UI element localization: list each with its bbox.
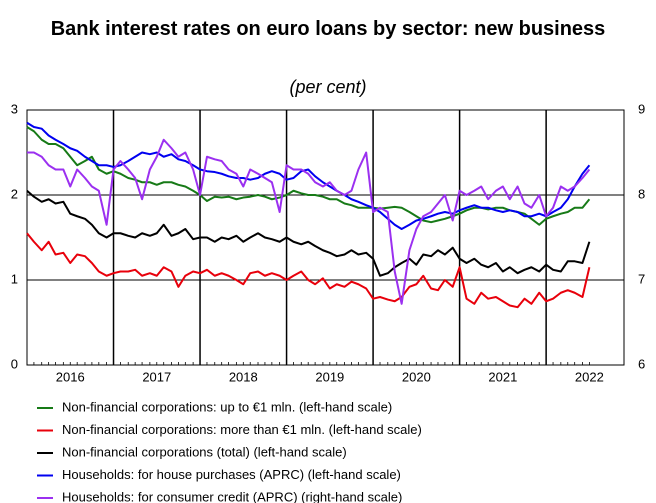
x-tick-label: 2018 bbox=[229, 369, 258, 384]
x-tick-label: 2016 bbox=[56, 369, 85, 384]
y2-tick-label: 9 bbox=[638, 101, 645, 116]
legend-label: Non-financial corporations: more than €1… bbox=[62, 422, 422, 437]
y2-tick-label: 6 bbox=[638, 356, 645, 371]
x-tick-label: 2019 bbox=[315, 369, 344, 384]
series-line bbox=[26, 232, 591, 309]
chart-subtitle: (per cent) bbox=[289, 77, 367, 97]
series-line bbox=[26, 189, 591, 277]
x-tick-label: 2017 bbox=[142, 369, 171, 384]
legend-label: Non-financial corporations: up to €1 mln… bbox=[62, 399, 392, 414]
y-tick-label: 3 bbox=[11, 101, 18, 116]
legend-label: Non-financial corporations (total) (left… bbox=[62, 444, 347, 459]
legend-label: Households: for consumer credit (APRC) (… bbox=[62, 489, 402, 503]
chart-title: Bank interest rates on euro loans by sec… bbox=[50, 18, 606, 40]
x-tick-label: 2020 bbox=[402, 369, 431, 384]
y2-tick-label: 8 bbox=[638, 186, 645, 201]
y-tick-label: 1 bbox=[11, 271, 18, 286]
series-line bbox=[26, 126, 591, 226]
series-line bbox=[27, 138, 591, 305]
x-tick-label: 2021 bbox=[488, 369, 517, 384]
y-tick-label: 2 bbox=[11, 186, 18, 201]
series-line bbox=[26, 121, 591, 230]
y2-tick-label: 7 bbox=[638, 271, 645, 286]
x-tick-label: 2022 bbox=[575, 369, 604, 384]
y-tick-label: 0 bbox=[11, 356, 18, 371]
plot-frame bbox=[26, 109, 625, 366]
legend-label: Households: for house purchases (APRC) (… bbox=[62, 467, 401, 482]
